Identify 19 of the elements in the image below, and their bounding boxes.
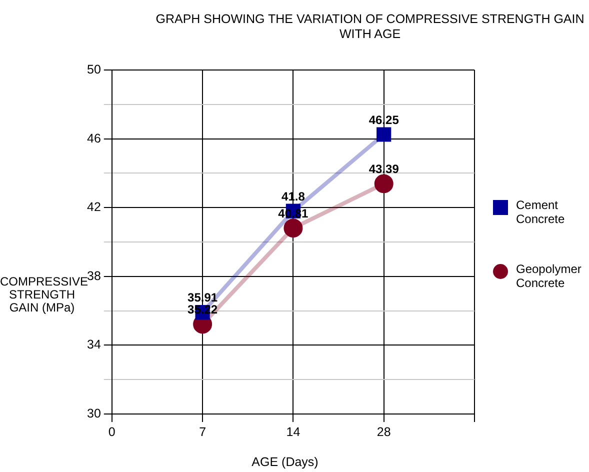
point xyxy=(374,174,394,194)
y-tick-label: 50 xyxy=(87,62,101,76)
x-tick-label: 7 xyxy=(199,424,206,439)
point xyxy=(284,218,303,238)
y-tick-label: 46 xyxy=(87,131,101,146)
legend-label: Geopolymer Concrete xyxy=(516,262,582,290)
y-axis-title: COMPRESSIVE STRENGTH GAIN (MPa) xyxy=(0,274,88,314)
y-tick-label: 42 xyxy=(87,200,101,214)
y-tick-label: 34 xyxy=(87,338,101,352)
x-axis-title: AGE (Days) xyxy=(250,455,320,469)
legend-label: Cement Concrete xyxy=(516,198,566,226)
chart-title: GRAPH SHOWING THE VARIATION OF COMPRESSIVE STRENGTH GAIN WITH AGE xyxy=(154,12,586,42)
x-tick-label: 28 xyxy=(376,424,391,439)
point xyxy=(376,127,392,142)
x-tick-label: 14 xyxy=(286,424,300,439)
y-tick-label: 30 xyxy=(87,406,101,420)
x-tick-label: 0 xyxy=(108,424,116,439)
y-tick-label: 38 xyxy=(87,268,101,283)
data-label: 35.22 xyxy=(188,302,218,317)
